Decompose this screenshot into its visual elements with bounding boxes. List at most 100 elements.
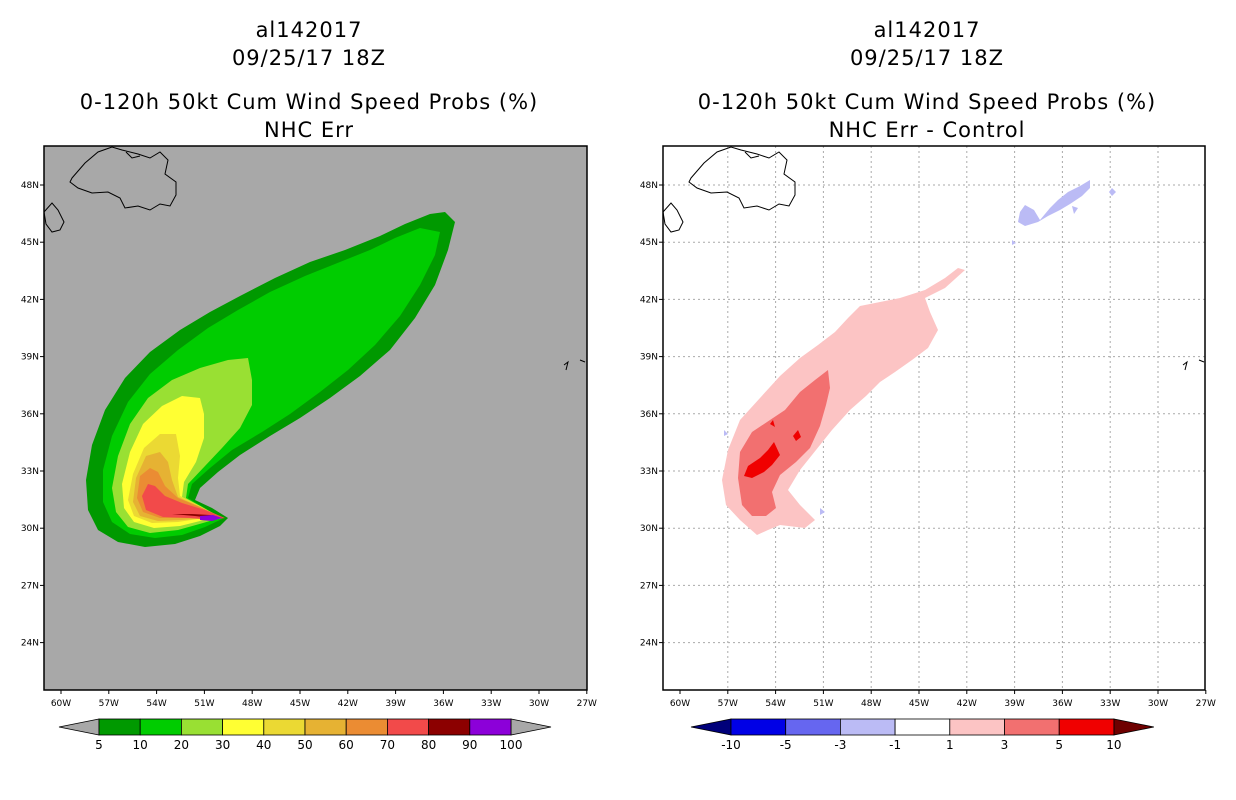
left-lat-label: 45N — [21, 238, 39, 248]
left-lat-label: 24N — [21, 639, 39, 649]
right-colorbar-label: 5 — [1055, 738, 1063, 752]
diff-neg-1d — [1012, 240, 1016, 245]
right-lon-label: 45W — [909, 699, 929, 709]
right-lat-label: 33N — [640, 467, 658, 477]
diff-neg-1b — [1109, 188, 1116, 196]
right-lat-label: 48N — [640, 181, 658, 191]
left-lon-label: 36W — [433, 699, 453, 709]
diff-pos-3 — [738, 370, 830, 516]
left-colorbar-label: 5 — [95, 738, 103, 752]
right-map: 60W 57W 54W 51W 48W 45W 42W 39W 36W 33W 30W 27W 48N 4… — [640, 145, 1216, 709]
left-colorbar-label: 40 — [256, 738, 271, 752]
left-title-product: 0-120h 50kt Cum Wind Speed Probs (%) — [79, 90, 539, 114]
left-probability-swath — [44, 146, 586, 547]
right-title-sub: NHC Err - Control — [828, 118, 1026, 142]
right-title-product: 0-120h 50kt Cum Wind Speed Probs (%) — [697, 90, 1157, 114]
left-coastline — [44, 146, 586, 371]
right-title-storm: al142017 — [873, 18, 981, 42]
left-colorbar-label: 90 — [462, 738, 477, 752]
swath-90 — [200, 515, 222, 521]
right-lon-label: 60W — [670, 699, 690, 709]
left-colorbar-label: 80 — [421, 738, 436, 752]
left-colorbar-segment — [304, 718, 347, 736]
right-colorbar-label: -10 — [721, 738, 741, 752]
left-lat-label: 48N — [21, 181, 39, 191]
right-colorbar-label: -5 — [780, 738, 792, 752]
diff-neg-1c — [1072, 206, 1078, 214]
right-lat-label: 36N — [640, 410, 658, 420]
left-colorbar-segment — [469, 718, 512, 736]
left-map-frame — [43, 145, 588, 691]
right-lat-label: 45N — [640, 238, 658, 248]
left-title-storm: al142017 — [255, 18, 363, 42]
right-colorbar-segment — [949, 718, 1005, 736]
left-colorbar-label: 30 — [215, 738, 230, 752]
left-title-time: 09/25/17 18Z — [231, 46, 387, 70]
left-lon-label: 45W — [290, 699, 310, 709]
diff-pos-5c — [770, 420, 775, 427]
right-lon-label: 42W — [957, 699, 977, 709]
left-lat-label: 30N — [21, 524, 39, 534]
right-title-time: 09/25/17 18Z — [849, 46, 1005, 70]
left-colorbar-segment — [180, 718, 223, 736]
right-colorbar-label: 1 — [946, 738, 954, 752]
left-map: 60W 57W 54W 51W 48W 45W 42W 39W 36W 33W 30W 27W 48N 4… — [21, 145, 597, 709]
right-colorbar-segment — [1004, 718, 1060, 736]
right-colorbar-segment — [894, 718, 951, 736]
right-colorbar-label: -3 — [834, 738, 846, 752]
right-lon-label: 33W — [1100, 699, 1120, 709]
left-colorbar-label: 100 — [500, 738, 523, 752]
left-colorbar-segment — [98, 718, 141, 736]
right-difference-field — [663, 146, 1205, 535]
left-lon-label: 42W — [338, 699, 358, 709]
diff-neg-1e — [820, 508, 825, 515]
right-lat-label: 24N — [640, 639, 658, 649]
diff-pos-5b — [793, 430, 801, 441]
right-colorbar-label: 3 — [1001, 738, 1009, 752]
right-colorbar-high-end — [1113, 718, 1154, 736]
right-colorbar-label: 10 — [1106, 738, 1121, 752]
right-lon-label: 51W — [813, 699, 833, 709]
right-lon-label: 36W — [1052, 699, 1072, 709]
left-lon-label: 51W — [194, 699, 214, 709]
right-axes: 60W 57W 54W 51W 48W 45W 42W 39W 36W 33W 30W 27W 48N 4… — [640, 181, 1216, 709]
left-colorbar-segment — [345, 718, 388, 736]
right-map-frame — [662, 145, 1206, 691]
swath-70 — [142, 484, 225, 520]
diff-pos-5a — [744, 442, 780, 478]
left-colorbar-segment — [386, 718, 429, 736]
left-title-sub: NHC Err — [263, 118, 354, 142]
right-lon-label: 27W — [1196, 699, 1216, 709]
right-lon-label: 48W — [861, 699, 881, 709]
left-colorbar-label: 70 — [380, 738, 395, 752]
right-lat-label: 30N — [640, 524, 658, 534]
right-colorbar-low-end — [690, 718, 732, 736]
left-lon-label: 54W — [146, 699, 166, 709]
left-colorbar-label: 60 — [339, 738, 354, 752]
left-colorbar: 5 10 20 30 40 50 60 70 80 90 100 — [58, 718, 552, 752]
right-colorbar: -10 -5 -3 -1 1 3 5 10 — [690, 718, 1154, 752]
left-lon-label: 27W — [577, 699, 597, 709]
left-lon-label: 48W — [242, 699, 262, 709]
left-colorbar-high-end — [510, 718, 552, 736]
left-colorbar-label: 20 — [174, 738, 189, 752]
left-colorbar-label: 50 — [297, 738, 312, 752]
right-colorbar-segment — [785, 718, 841, 736]
right-lon-label: 39W — [1004, 699, 1024, 709]
left-lon-label: 60W — [51, 699, 71, 709]
left-lon-label: 30W — [529, 699, 549, 709]
left-lon-label: 33W — [481, 699, 501, 709]
diff-neg-1a — [1018, 180, 1090, 226]
right-colorbar-segment — [730, 718, 787, 736]
left-lat-label: 39N — [21, 353, 39, 363]
right-lat-label: 39N — [640, 353, 658, 363]
left-colorbar-segment — [263, 718, 306, 736]
right-lat-label: 42N — [640, 295, 658, 305]
diff-neg-1f — [724, 430, 728, 436]
left-axes: 60W 57W 54W 51W 48W 45W 42W 39W 36W 33W 30W 27W 48N 4… — [21, 181, 597, 709]
left-colorbar-segment — [428, 718, 471, 736]
left-colorbar-low-end — [58, 718, 100, 736]
right-lat-label: 27N — [640, 581, 658, 591]
left-colorbar-segment — [139, 718, 182, 736]
